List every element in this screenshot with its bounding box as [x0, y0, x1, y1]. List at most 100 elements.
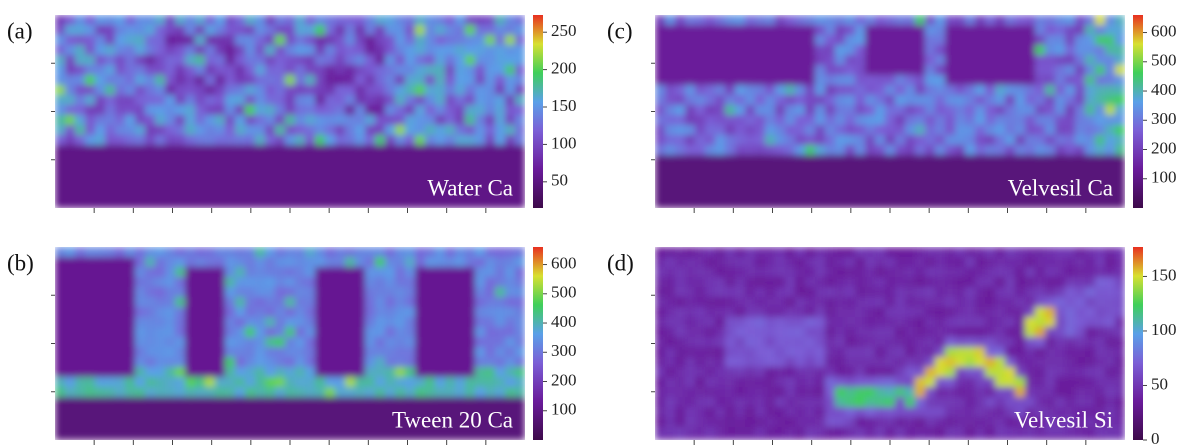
map-cell [775, 85, 785, 95]
map-cell [715, 95, 725, 105]
map-cell [1085, 45, 1095, 55]
map-cell [255, 65, 265, 75]
map-cell [155, 367, 165, 377]
map-cell [715, 377, 725, 387]
map-cell [425, 287, 435, 297]
map-cell [145, 165, 155, 175]
map-cell [305, 297, 315, 307]
map-cell [355, 297, 365, 307]
map-cell [955, 297, 965, 307]
map-cell [795, 185, 805, 195]
map-cell [285, 407, 295, 417]
map-cell [885, 427, 895, 437]
map-cell [965, 287, 975, 297]
map-cell [325, 357, 335, 367]
map-cell [95, 55, 105, 65]
map-cell [1105, 437, 1115, 440]
map-cell [355, 377, 365, 387]
map-cell [485, 75, 495, 85]
map-cell [185, 205, 195, 208]
map-cell [155, 155, 165, 165]
map-cell [95, 205, 105, 208]
map-cell [765, 175, 775, 185]
map-cell [345, 85, 355, 95]
map-cell [515, 307, 525, 317]
map-cell [345, 75, 355, 85]
map-cell [415, 105, 425, 115]
map-cell [315, 287, 325, 297]
map-cell [885, 45, 895, 55]
colorbar [1133, 15, 1143, 208]
map-cell [285, 175, 295, 185]
map-cell [735, 175, 745, 185]
map-cell [425, 397, 435, 407]
panel-label: (d) [607, 250, 634, 275]
map-cell [715, 327, 725, 337]
map-cell [495, 347, 505, 357]
map-cell [85, 185, 95, 195]
map-cell [155, 347, 165, 357]
map-cell [685, 165, 695, 175]
map-cell [365, 277, 375, 287]
map-cell [215, 357, 225, 367]
map-cell [415, 247, 425, 257]
map-cell [1105, 145, 1115, 155]
map-cell [1105, 377, 1115, 387]
map-cell [285, 115, 295, 125]
map-cell [835, 337, 845, 347]
map-cell [895, 55, 905, 65]
map-cell [385, 175, 395, 185]
map-cell [1045, 437, 1055, 440]
map-cell [355, 287, 365, 297]
map-cell [1005, 277, 1015, 287]
map-cell [245, 377, 255, 387]
map-cell [195, 347, 205, 357]
map-cell [1055, 387, 1065, 397]
map-cell [955, 367, 965, 377]
map-cell [715, 257, 725, 267]
map-cell [175, 287, 185, 297]
map-cell [1015, 185, 1025, 195]
map-cell [735, 125, 745, 135]
map-cell [915, 267, 925, 277]
map-cell [1025, 175, 1035, 185]
map-cell [385, 437, 395, 440]
map-cell [455, 175, 465, 185]
map-cell [425, 165, 435, 175]
map-cell [365, 377, 375, 387]
map-cell [265, 15, 275, 25]
map-cell [375, 387, 385, 397]
map-cell [495, 175, 505, 185]
map-cell [305, 277, 315, 287]
map-cell [165, 247, 175, 257]
map-cell [165, 95, 175, 105]
map-cell [325, 327, 335, 337]
map-cell [825, 317, 835, 327]
map-cell [655, 35, 665, 45]
map-cell [135, 135, 145, 145]
map-cell [95, 85, 105, 95]
map-cell [225, 25, 235, 35]
map-cell [295, 297, 305, 307]
map-cell [325, 287, 335, 297]
map-cell [155, 105, 165, 115]
map-cell [435, 55, 445, 65]
map-cell [505, 75, 515, 85]
map-cell [295, 327, 305, 337]
map-cell [125, 75, 135, 85]
map-cell [255, 307, 265, 317]
map-cell [305, 75, 315, 85]
map-cell [505, 357, 515, 367]
map-cell [375, 427, 385, 437]
map-cell [275, 387, 285, 397]
map-cell [285, 125, 295, 135]
map-cell [765, 327, 775, 337]
map-cell [85, 105, 95, 115]
map-cell [895, 307, 905, 317]
map-cell [1045, 105, 1055, 115]
map-cell [265, 85, 275, 95]
map-cell [355, 55, 365, 65]
map-cell [115, 317, 125, 327]
map-cell [365, 175, 375, 185]
map-cell [855, 105, 865, 115]
